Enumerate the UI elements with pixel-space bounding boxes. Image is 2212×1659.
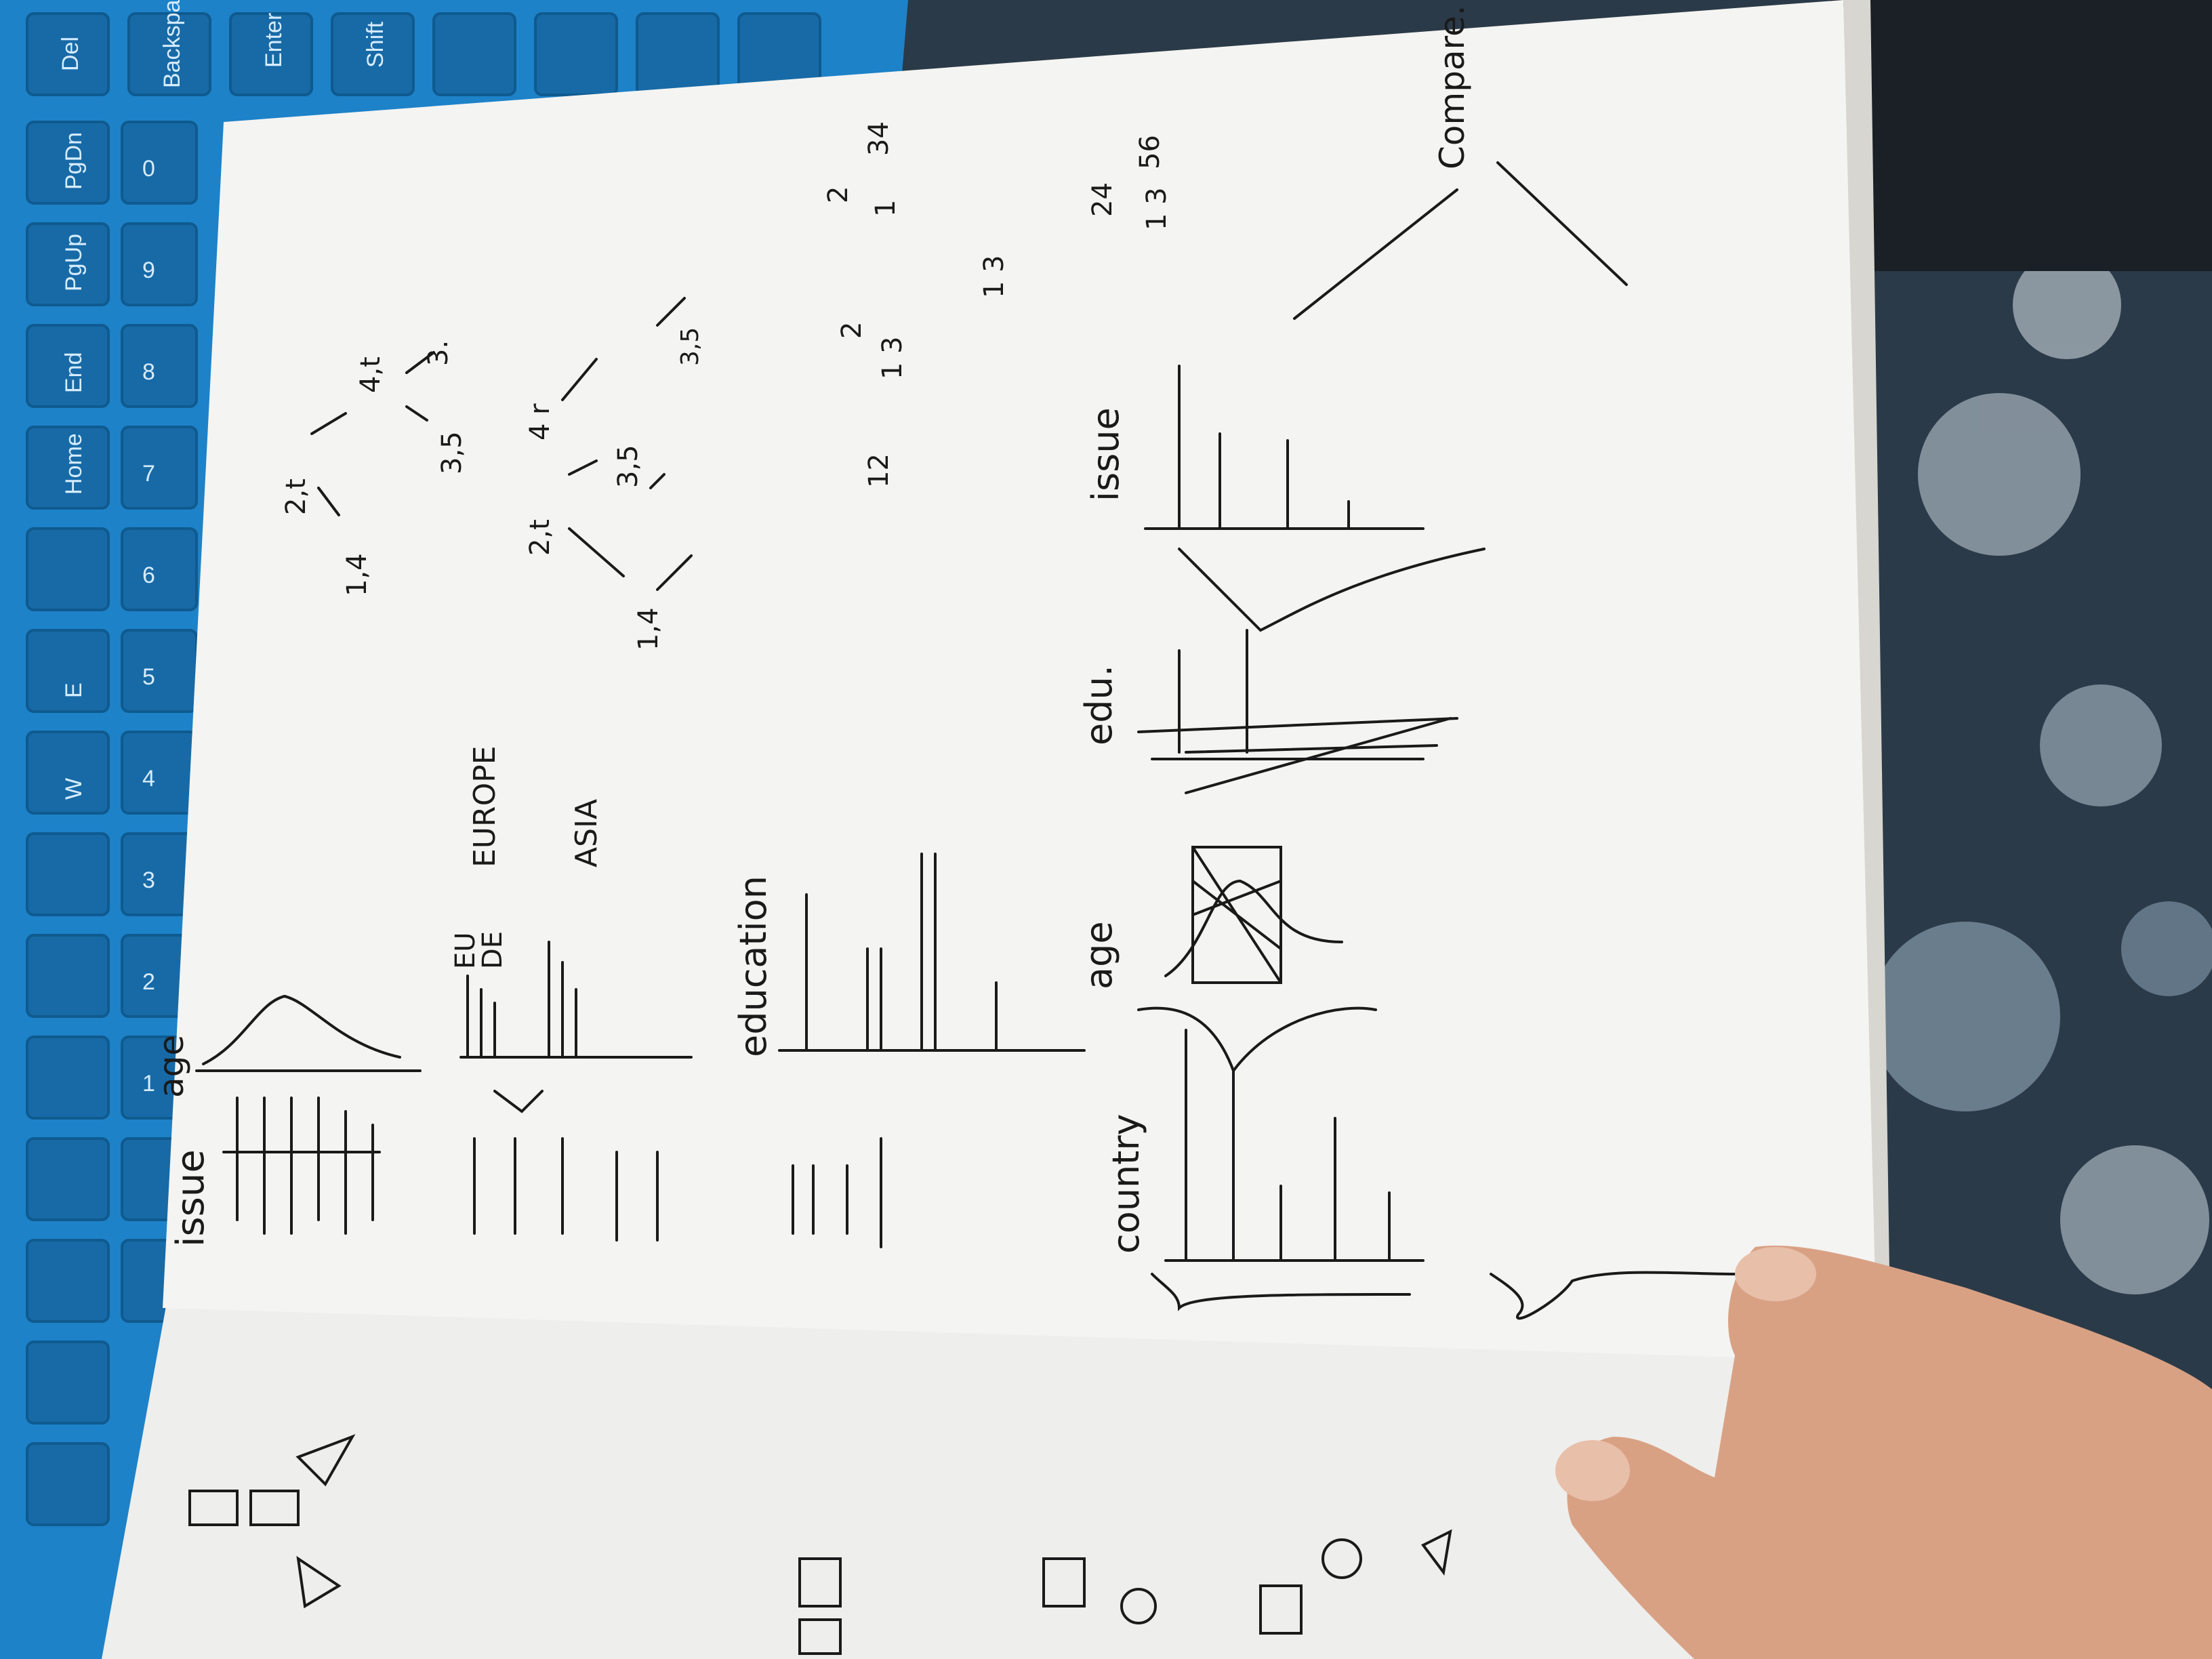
key-label: W — [61, 778, 87, 800]
notebook-page — [163, 0, 1891, 1362]
key-label: 0 — [142, 156, 155, 182]
pair-number: 24 — [1087, 182, 1118, 217]
pair-number: 2 — [836, 322, 867, 339]
key-label: 5 — [142, 664, 155, 690]
label-edu: edu. — [1078, 665, 1120, 745]
comparison-sketch — [1137, 161, 1628, 1262]
tree-number: 3,5 — [676, 327, 704, 366]
key-label: 1 — [142, 1071, 155, 1097]
pair-number: 1 — [870, 200, 901, 217]
issue-tick-marks — [222, 1097, 381, 1235]
label-issue: issue — [169, 1149, 213, 1247]
key-label: Backspace — [159, 0, 185, 88]
label-asia: ASIA — [569, 799, 604, 867]
pair-number: 1 3 — [877, 336, 908, 380]
age-curve — [195, 994, 422, 1072]
key-label: Home — [61, 433, 87, 495]
label-de: DE — [477, 931, 508, 969]
pair-number: 2 — [823, 186, 854, 203]
key-label: Enter — [261, 13, 287, 68]
key-label: 3 — [142, 867, 155, 893]
tree-diagrams — [310, 297, 693, 591]
key-label: End — [61, 352, 87, 394]
ink-sketches — [195, 161, 1736, 1320]
key-label: Shift — [363, 21, 388, 68]
key-label: PgDn — [61, 132, 87, 190]
tree-number: 3. — [423, 340, 454, 366]
label-age-bottom: age — [1078, 921, 1120, 989]
label-europe: EUROPE — [468, 745, 502, 867]
label-issue-bottom: issue — [1084, 407, 1127, 501]
brace-squiggle — [1490, 1271, 1736, 1320]
brace-left — [1151, 1273, 1411, 1311]
education-bar-chart — [778, 853, 1086, 1248]
tree-number: 2,t — [525, 519, 556, 556]
label-eu: EU — [450, 932, 481, 969]
key-label: 7 — [142, 461, 155, 487]
key-label: 4 — [142, 766, 155, 792]
tree-number: 4,t — [355, 356, 386, 393]
key-label: 6 — [142, 562, 155, 588]
pair-number: 12 — [863, 453, 895, 488]
tree-number: 1,4 — [342, 553, 373, 596]
tree-number: 1,4 — [633, 607, 664, 651]
region-bar-chart — [459, 941, 693, 1242]
tree-number: 2,t — [281, 478, 312, 515]
notebook-lower-page — [102, 1288, 1911, 1659]
tree-number: 3,5 — [436, 431, 468, 474]
key-label: 9 — [142, 258, 155, 283]
label-compare: Compare. — [1433, 5, 1472, 169]
key-label: Del — [58, 37, 83, 71]
pair-number: 34 — [863, 121, 895, 156]
tree-number: 4 r — [525, 403, 556, 441]
pair-number: 56 — [1134, 135, 1166, 169]
key-label: E — [61, 682, 87, 698]
handwritten-labels: issue age EU DE EUROPE ASIA education 2,… — [152, 5, 1472, 1254]
key-label: PgUp — [61, 234, 87, 291]
label-country: country — [1105, 1113, 1147, 1254]
label-education: education — [732, 876, 775, 1057]
tree-number: 3,5 — [613, 445, 644, 488]
keyboard: Del Backspace Enter Shift PgDn PgUp End … — [0, 0, 908, 1659]
pair-number: 1 3 — [1141, 187, 1172, 230]
hand — [1555, 1246, 2212, 1659]
label-age: age — [152, 1035, 191, 1098]
key-label: 8 — [142, 359, 155, 385]
pair-number: 1 3 — [979, 255, 1010, 298]
fingernail — [1555, 1440, 1630, 1501]
fingernail — [1735, 1247, 1816, 1301]
dark-background — [1830, 0, 2212, 271]
key-label: 2 — [142, 969, 155, 995]
